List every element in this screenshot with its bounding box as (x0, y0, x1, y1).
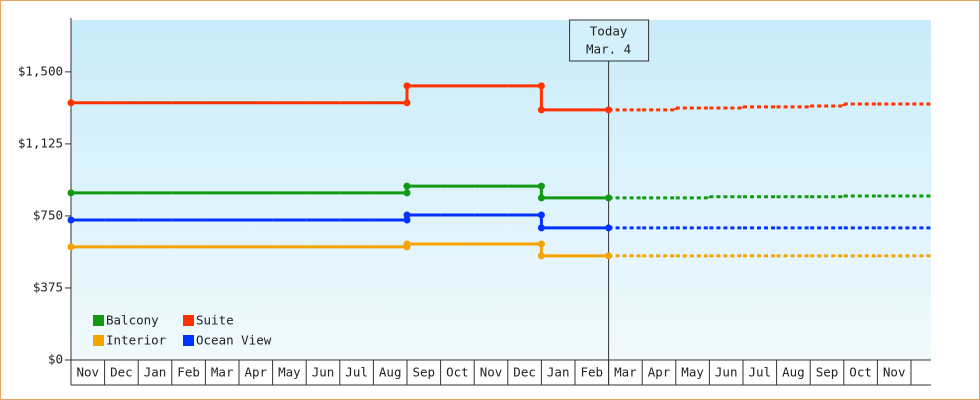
x-tick-label: Jul (749, 365, 772, 380)
x-tick-label: Jul (345, 365, 368, 380)
point-marker (67, 189, 75, 197)
x-tick-label: Feb (581, 365, 604, 380)
x-tick-label: Dec (110, 365, 133, 380)
point-marker (403, 216, 411, 224)
point-marker (403, 82, 411, 90)
point-marker (537, 252, 545, 260)
legend-label: Ocean View (196, 333, 272, 348)
x-tick-label: Nov (480, 365, 503, 380)
point-marker (403, 189, 411, 197)
legend-label: Interior (106, 333, 167, 348)
x-tick-label: May (278, 365, 301, 380)
legend-swatch (183, 315, 194, 326)
point-marker (537, 211, 545, 219)
x-tick-label: Apr (245, 365, 268, 380)
today-box (569, 19, 650, 62)
point-marker (537, 82, 545, 90)
legend-label: Suite (196, 313, 234, 328)
point-marker (537, 194, 545, 202)
x-tick-label: Aug (379, 365, 402, 380)
point-marker (403, 99, 411, 107)
x-tick-label: Nov (77, 365, 100, 380)
chart-layer: $0 $375 $750 $1,125 $1,500 Nov Dec Jan Feb Mar Apr… (18, 18, 931, 386)
x-tick-label: Oct (446, 365, 469, 380)
point-marker (403, 240, 411, 248)
legend-label: Balcony (106, 313, 159, 328)
point-marker (537, 224, 545, 232)
x-tick-label: Mar (211, 365, 234, 380)
point-marker (67, 216, 75, 224)
today-label: Today (590, 24, 628, 39)
point-marker (403, 182, 411, 190)
x-tick-label: Apr (648, 365, 671, 380)
x-tick-label: May (681, 365, 704, 380)
x-tick-label: Sep (413, 365, 436, 380)
legend-swatch (93, 335, 104, 346)
point-marker (67, 243, 75, 251)
x-tick-label: Jan (144, 365, 167, 380)
x-tick-label: Aug (782, 365, 805, 380)
today-date: Mar. 4 (586, 42, 631, 57)
x-tick-label: Jun (312, 365, 335, 380)
point-marker (537, 182, 545, 190)
x-tick-label: Jun (715, 365, 738, 380)
y-tick-label: $1,500 (18, 63, 63, 78)
x-tick-label: Sep (816, 365, 839, 380)
y-tick-label: $1,125 (18, 135, 63, 150)
x-tick-label: Mar (614, 365, 637, 380)
plot-area (71, 20, 931, 360)
x-tick-label: Feb (177, 365, 200, 380)
x-tick-label: Oct (849, 365, 872, 380)
point-marker (67, 99, 75, 107)
legend-swatch (183, 335, 194, 346)
y-tick-label: $0 (48, 352, 63, 367)
y-tick-label: $750 (33, 207, 63, 222)
point-marker (537, 106, 545, 114)
x-tick-label: Dec (513, 365, 536, 380)
point-marker (537, 240, 545, 248)
x-tick-label: Nov (883, 365, 906, 380)
point-marker (403, 211, 411, 219)
legend-swatch (93, 315, 104, 326)
y-tick-label: $375 (33, 279, 63, 294)
x-tick-label: Jan (547, 365, 570, 380)
